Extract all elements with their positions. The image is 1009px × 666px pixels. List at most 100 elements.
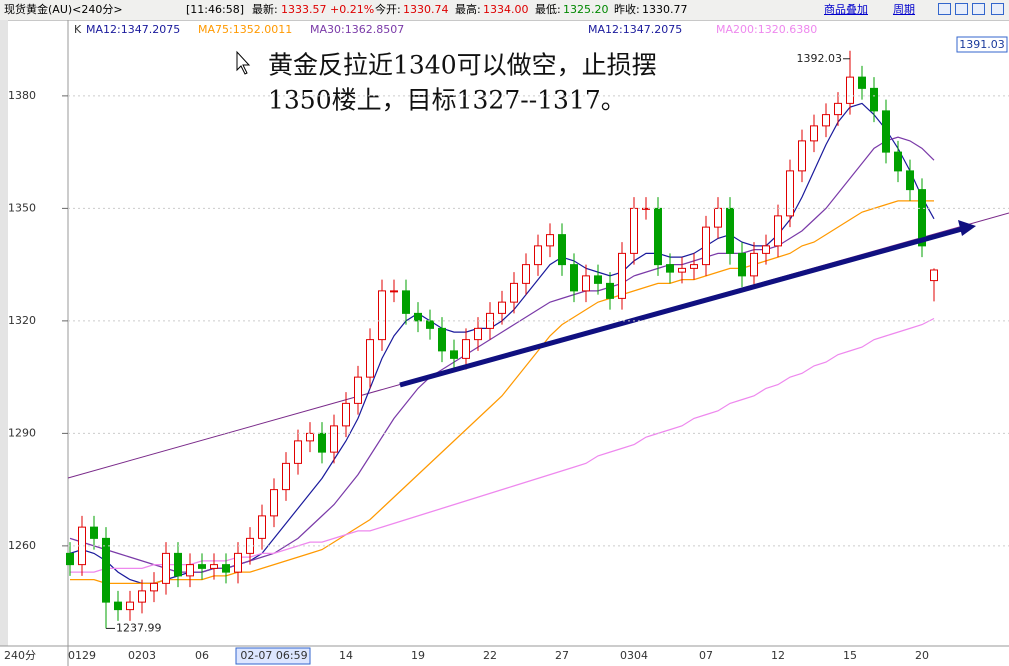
candle-body	[846, 76, 854, 104]
y-tick-label: 1350	[8, 201, 36, 214]
candle-body	[366, 339, 374, 378]
candle-body	[258, 515, 266, 539]
candle-body	[906, 170, 914, 191]
candle-body	[270, 489, 278, 517]
candle-body	[354, 376, 362, 404]
overlay-button[interactable]: 商品叠加	[824, 3, 868, 16]
candle-body	[282, 462, 290, 491]
candle-body	[798, 140, 806, 172]
candle-body	[786, 170, 794, 217]
candle-body	[390, 290, 398, 293]
candle-body	[414, 312, 422, 322]
candle-body	[570, 264, 578, 292]
toolbar-icon[interactable]	[955, 3, 968, 15]
candle-body	[714, 207, 722, 228]
candle-body	[150, 582, 158, 592]
candle-body	[294, 440, 302, 464]
x-tick-label: 27	[555, 649, 569, 662]
x-tick-label: 0304	[620, 649, 648, 662]
period-button[interactable]: 周期	[893, 3, 915, 16]
candle-body	[162, 552, 170, 584]
x-tick-label: 12	[771, 649, 785, 662]
candle-body	[822, 114, 830, 127]
quote-value: 1333.57	[281, 3, 327, 16]
x-tick-label: 0203	[128, 649, 156, 662]
quote-label: 今开:	[375, 3, 401, 16]
candle-body	[858, 76, 866, 89]
toolbar-icon[interactable]	[972, 3, 985, 15]
candle-body	[630, 207, 638, 254]
candle-body	[306, 432, 314, 442]
annotation: 1350楼上，目标1327--1317。	[268, 86, 626, 115]
candle-body	[210, 564, 218, 569]
quote-label: 昨收:	[614, 3, 640, 16]
x-tick-label: 06	[195, 649, 209, 662]
toolbar-icon[interactable]	[938, 3, 951, 15]
candle-body	[930, 269, 938, 282]
arrow-head	[958, 220, 976, 236]
candle-body	[594, 275, 602, 284]
x-tick-label: 14	[339, 649, 353, 662]
candle-body	[918, 189, 926, 247]
candle-body	[318, 432, 326, 453]
y-tick-label: 1380	[8, 89, 36, 102]
side-toolbar	[0, 20, 8, 646]
indicator-label: K	[74, 23, 82, 36]
clock: [11:46:58]	[186, 3, 244, 16]
x-tick-label: 0129	[68, 649, 96, 662]
candle-body	[678, 267, 686, 273]
candle-body	[558, 234, 566, 266]
candle-body	[654, 207, 662, 266]
candle-body	[198, 564, 206, 569]
candle-body	[426, 320, 434, 329]
candle-body	[126, 601, 134, 611]
candle-body	[726, 207, 734, 254]
legend-entry: MA12:1347.2075	[588, 23, 682, 36]
candle-body	[534, 245, 542, 266]
quote-value: 1330.74	[403, 3, 449, 16]
x-tick-label: 15	[843, 649, 857, 662]
cursor-time-box	[235, 647, 311, 665]
price-box	[956, 36, 1008, 53]
candle-body	[882, 110, 890, 153]
x-tick-label: 07	[699, 649, 713, 662]
candle-body	[582, 275, 590, 292]
candle-body	[546, 234, 554, 247]
candle-body	[834, 102, 842, 116]
candle-body	[498, 301, 506, 314]
legend-entry: MA30:1362.8507	[310, 23, 404, 36]
quote-value: 1330.77	[642, 3, 688, 16]
period-label: 240分	[4, 649, 36, 662]
chart: K MA12:1347.2075 1391.03 240分 黄金反拉近1340可…	[0, 20, 1009, 666]
candle-body	[738, 252, 746, 277]
candle-body	[438, 327, 446, 352]
arrow-line	[399, 226, 963, 388]
candle-body	[522, 264, 530, 284]
toolbar-icon[interactable]	[991, 3, 1004, 15]
candle-body	[618, 252, 626, 299]
plot	[66, 50, 938, 629]
ma-line	[70, 200, 935, 584]
x-tick-label: 19	[411, 649, 425, 662]
candle-body	[510, 282, 518, 303]
candle-body	[114, 601, 122, 611]
x-tick-label: 22	[483, 649, 497, 662]
annotation: 黄金反拉近1340可以做空，止损摆	[268, 51, 657, 80]
candle-body	[174, 552, 182, 577]
quote-label: 最高:	[455, 3, 481, 16]
candle-body	[870, 87, 878, 112]
legend-entry: MA12:1347.2075	[86, 23, 180, 36]
ma-line	[69, 102, 935, 584]
candle-body	[90, 526, 98, 539]
candle-body	[762, 245, 770, 254]
legend-entry: MA75:1352.0011	[198, 23, 292, 36]
y-tick-label: 1290	[8, 426, 36, 439]
cursor	[236, 50, 251, 75]
x-tick-label: 02-07 06:59	[240, 649, 307, 662]
symbol: 现货黄金(AU)<240分>	[4, 3, 123, 16]
high-label: 1392.03	[797, 52, 843, 65]
candle-body	[222, 564, 230, 573]
candle-body	[234, 552, 242, 573]
candle-body	[66, 552, 74, 566]
